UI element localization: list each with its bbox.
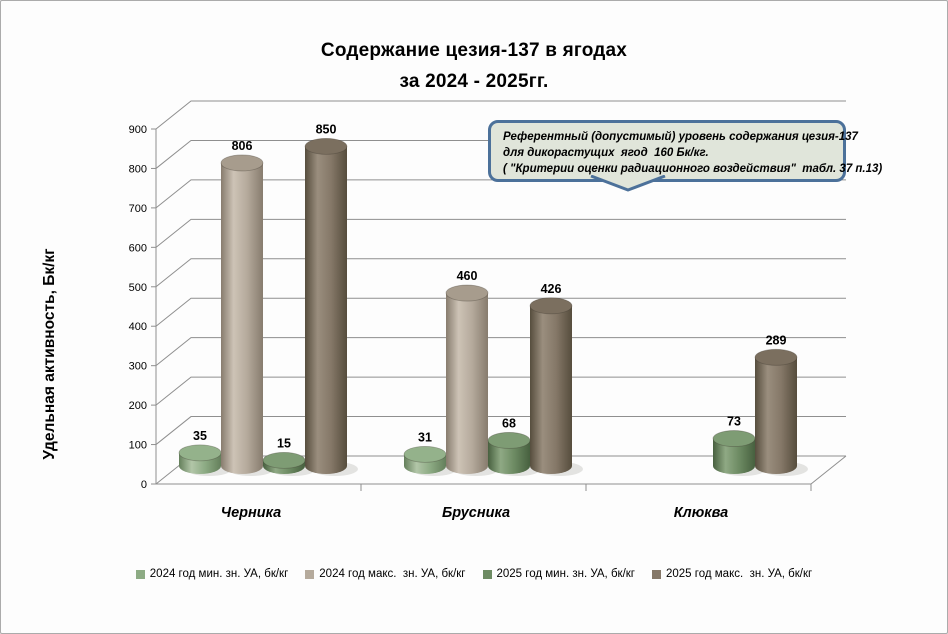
- bar-cylinder-top: [487, 432, 531, 449]
- bar-cylinder-top: [529, 297, 573, 315]
- bar-value-label: 289: [766, 333, 787, 347]
- bar-value-label: 426: [541, 282, 562, 296]
- y-tick-label: 600: [129, 242, 147, 254]
- legend-label: 2025 год макс. зн. УА, бк/кг: [666, 568, 813, 580]
- bar-cylinder-body: [446, 293, 488, 466]
- legend-item: 2024 год мин. зн. УА, бк/кг: [135, 568, 289, 580]
- bar-value-label: 68: [502, 416, 516, 430]
- legend-item: 2024 год макс. зн. УА, бк/кг: [305, 568, 466, 580]
- gridline: [155, 100, 846, 130]
- bar-value-label: 806: [232, 139, 253, 153]
- bar-value-label: 850: [316, 122, 337, 136]
- bar-value-label: 73: [727, 415, 741, 429]
- gridline: [155, 337, 846, 367]
- legend-label: 2024 год макс. зн. УА, бк/кг: [319, 568, 466, 580]
- y-tick-label: 500: [129, 282, 147, 294]
- legend-label: 2024 год мин. зн. УА, бк/кг: [149, 568, 289, 580]
- legend-label: 2025 год мин. зн. УА, бк/кг: [496, 568, 636, 580]
- bar-value-label: 31: [418, 430, 432, 444]
- y-tick-label: 0: [141, 479, 147, 491]
- category-label: Брусника: [442, 505, 510, 521]
- gridline: [155, 416, 846, 445]
- category-label: Клюква: [674, 505, 728, 521]
- gridline: [155, 376, 846, 406]
- bar-cylinder-body: [755, 357, 797, 466]
- callout-text-line1: Референтный (допустимый) уровень содержа…: [503, 131, 858, 143]
- callout-box: Референтный (допустимый) уровень содержа…: [488, 120, 883, 192]
- bar-cylinder-body: [305, 146, 347, 466]
- y-tick-label: 900: [129, 124, 147, 136]
- chart-title-line1: Содержание цезия-137 в ягодах: [320, 40, 628, 61]
- legend: 2024 год мин. зн. УА, бк/кг 2024 год макс…: [1, 568, 947, 580]
- bar-cylinder-top: [754, 348, 798, 366]
- y-tick-label: 300: [129, 361, 147, 373]
- chart-title-line2: за 2024 - 2025гг.: [399, 71, 549, 92]
- bar-cylinder-top: [445, 284, 489, 302]
- floor-edges: [155, 455, 847, 485]
- bar-value-label: 15: [277, 436, 291, 450]
- bar-cylinder-body: [530, 305, 572, 466]
- bar-cylinder-top: [403, 445, 447, 463]
- y-tick-label: 200: [129, 400, 147, 412]
- gridline: [155, 218, 846, 248]
- bar-cylinder-top: [712, 430, 756, 447]
- y-tick-label: 700: [129, 203, 147, 215]
- bar-cylinder-top: [178, 444, 222, 462]
- y-tick-label: 100: [129, 440, 147, 452]
- callout-text-line2: для дикорастущих ягод 160 Бк/кг.: [503, 147, 709, 159]
- category-label: Черника: [221, 505, 281, 521]
- legend-swatch-icon: [652, 569, 661, 579]
- bar-value-label: 35: [193, 429, 207, 443]
- bar-value-label: 460: [457, 269, 478, 283]
- y-axis-title: Удельная активность, Бк/кг: [41, 248, 58, 460]
- legend-swatch-icon: [482, 569, 492, 579]
- bar-cylinder-top: [220, 154, 264, 172]
- bar-cylinder-top: [304, 137, 348, 155]
- callout-tail-icon: [590, 175, 666, 192]
- legend-swatch-icon: [305, 569, 315, 579]
- gridline: [155, 297, 846, 327]
- legend-item: 2025 год мин. зн. УА, бк/кг: [482, 568, 636, 580]
- legend-item: 2025 год макс. зн. УА, бк/кг: [652, 568, 812, 580]
- callout-text-line3: ( "Критерии оценки радиационного воздейс…: [503, 163, 883, 175]
- bar-cylinder-body: [221, 162, 263, 466]
- y-tick-label: 400: [129, 321, 147, 333]
- gridline: [155, 258, 846, 288]
- bar-cylinder-top: [262, 451, 306, 469]
- chart-title: Содержание цезия-137 в ягодах за 2024 - …: [1, 35, 947, 97]
- legend-swatch-icon: [135, 569, 145, 579]
- y-tick-label: 800: [129, 163, 147, 175]
